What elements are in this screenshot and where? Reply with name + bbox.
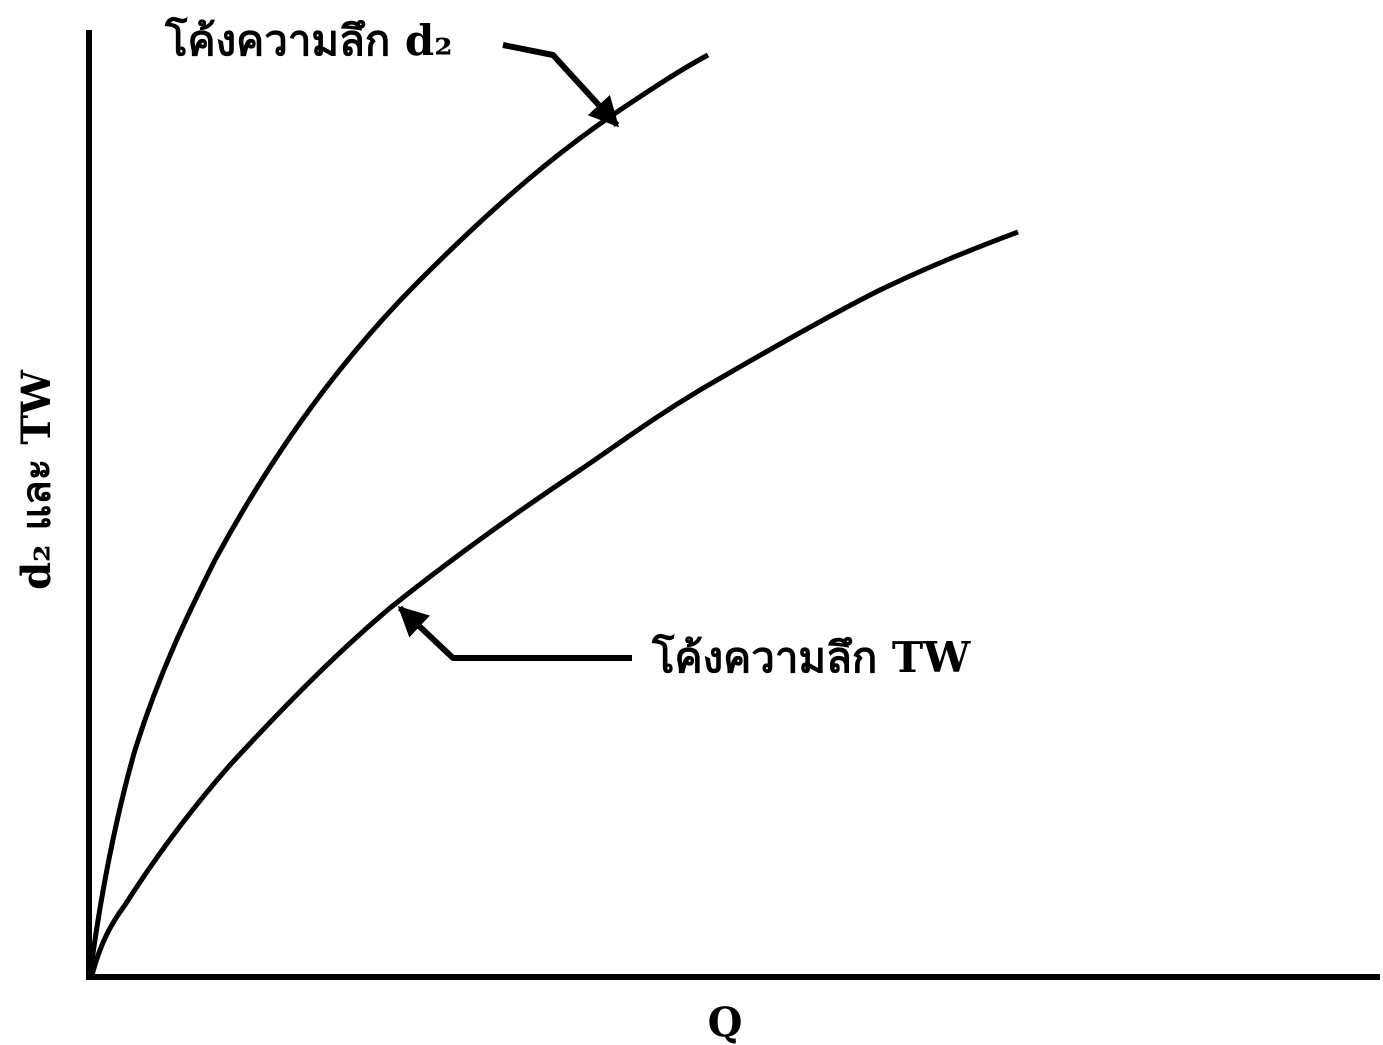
tw-curve-label: โค้งความลึก TW [651,633,971,682]
tw-label-leader-arrow [397,605,632,661]
tw-depth-curve [89,229,1019,976]
x-axis-label: Q [708,999,743,1045]
d2-depth-curve [87,52,710,976]
y-axis-label: d₂ และ TW [13,369,60,590]
d2-label-leader-arrow [502,42,620,128]
d2-curve-label: โค้งความลึก d₂ [164,16,453,65]
